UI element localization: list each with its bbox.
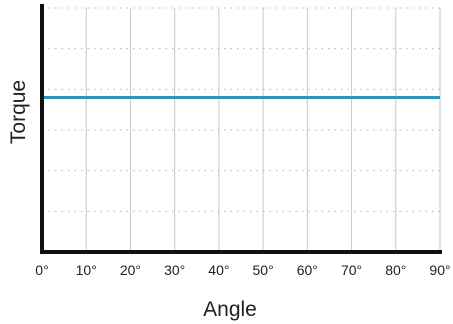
x-tick-label-0: 0°	[35, 262, 48, 278]
x-tick-label-10: 10°	[76, 262, 97, 278]
x-tick-label-90: 90°	[429, 262, 450, 278]
x-tick-label-70: 70°	[341, 262, 362, 278]
y-axis-title: Torque	[7, 80, 30, 144]
x-tick-label-60: 60°	[297, 262, 318, 278]
x-tick-label-20: 20°	[120, 262, 141, 278]
x-tick-label-40: 40°	[208, 262, 229, 278]
axes	[40, 4, 442, 254]
x-axis-title: Angle	[203, 298, 257, 321]
x-tick-label-80: 80°	[385, 262, 406, 278]
x-tick-labels: 0° 10° 20° 30° 40° 50° 60° 70° 80° 90°	[35, 262, 450, 278]
x-tick-label-50: 50°	[253, 262, 274, 278]
x-tick-label-30: 30°	[164, 262, 185, 278]
horizontal-gridlines	[42, 7, 440, 212]
